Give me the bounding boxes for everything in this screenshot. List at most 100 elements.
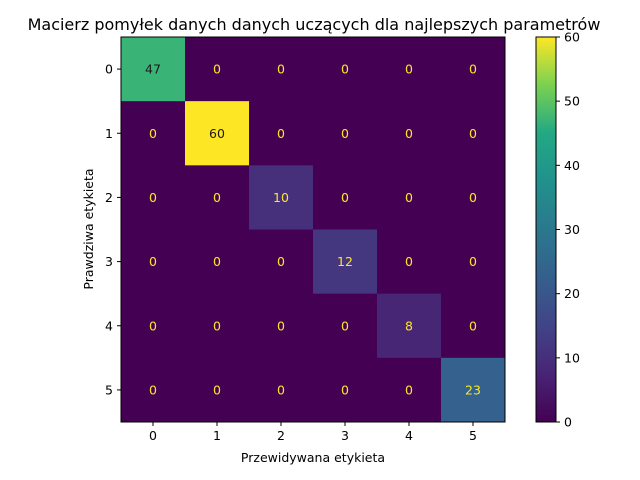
colorbar-tick-label: 0 bbox=[564, 415, 572, 430]
cell-value-label: 0 bbox=[277, 254, 285, 269]
matrix-cell bbox=[121, 101, 186, 166]
matrix-cell bbox=[313, 101, 378, 166]
cell-value-label: 0 bbox=[277, 62, 285, 77]
cell-value-label: 8 bbox=[405, 318, 413, 333]
cell-value-label: 0 bbox=[277, 318, 285, 333]
y-axis-label: Prawdziwa etykieta bbox=[81, 168, 96, 289]
cell-value-label: 23 bbox=[465, 382, 481, 397]
matrix-cell bbox=[441, 101, 506, 166]
matrix-cell bbox=[121, 293, 186, 359]
matrix-cell bbox=[249, 229, 314, 295]
cell-value-label: 0 bbox=[149, 318, 157, 333]
colorbar bbox=[535, 36, 557, 423]
cell-value-label: 0 bbox=[469, 254, 477, 269]
cell-value-label: 0 bbox=[341, 190, 349, 205]
cell-value-label: 0 bbox=[149, 190, 157, 205]
chart-title: Macierz pomyłek danych danych uczących d… bbox=[28, 15, 601, 34]
matrix-cell bbox=[185, 165, 250, 230]
matrix-cell bbox=[249, 101, 314, 166]
y-tick-label: 5 bbox=[105, 382, 113, 397]
matrix-cell bbox=[121, 37, 186, 102]
matrix-cell bbox=[121, 165, 186, 230]
colorbar-tick-label: 20 bbox=[564, 286, 580, 301]
matrix-cell bbox=[441, 165, 506, 230]
y-axis-ticks: 0 1 2 3 4 5 bbox=[105, 62, 121, 397]
cell-value-label: 0 bbox=[213, 318, 221, 333]
matrix-cell bbox=[441, 357, 506, 423]
cell-value-label: 0 bbox=[469, 190, 477, 205]
cell-value-label: 47 bbox=[145, 62, 161, 77]
cell-value-label: 0 bbox=[149, 382, 157, 397]
x-axis-label: Przewidywana etykieta bbox=[241, 450, 385, 465]
matrix-cell bbox=[249, 37, 314, 102]
x-tick-label: 5 bbox=[469, 428, 477, 443]
matrix-cell bbox=[377, 229, 442, 295]
matrix-cell bbox=[441, 293, 506, 359]
cell-value-label: 0 bbox=[277, 382, 285, 397]
matrix-cell bbox=[441, 229, 506, 295]
cell-value-label: 0 bbox=[341, 318, 349, 333]
cell-value-label: 60 bbox=[209, 126, 225, 141]
colorbar-tick-label: 60 bbox=[564, 30, 580, 45]
x-tick-label: 0 bbox=[149, 428, 157, 443]
matrix-cell bbox=[185, 293, 250, 359]
matrix-cell bbox=[313, 293, 378, 359]
cell-value-label: 0 bbox=[469, 126, 477, 141]
cell-value-label: 0 bbox=[405, 62, 413, 77]
matrix-cell bbox=[121, 357, 186, 423]
matrix-cell bbox=[185, 37, 250, 102]
x-tick-label: 1 bbox=[213, 428, 221, 443]
cell-value-label: 0 bbox=[213, 254, 221, 269]
cell-value-label: 0 bbox=[469, 62, 477, 77]
cell-value-label: 0 bbox=[213, 62, 221, 77]
cell-value-label: 0 bbox=[213, 190, 221, 205]
cell-value-label: 12 bbox=[337, 254, 353, 269]
y-tick-label: 4 bbox=[105, 318, 113, 333]
matrix-cell bbox=[249, 293, 314, 359]
matrix-cell bbox=[313, 37, 378, 102]
colorbar-tick-label: 50 bbox=[564, 94, 580, 109]
y-tick-label: 3 bbox=[105, 254, 113, 269]
cell-value-label: 10 bbox=[273, 190, 289, 205]
x-tick-label: 3 bbox=[341, 428, 349, 443]
colorbar-tick-label: 40 bbox=[564, 158, 580, 173]
cell-value-label: 0 bbox=[213, 382, 221, 397]
x-tick-label: 2 bbox=[277, 428, 285, 443]
cell-value-label: 0 bbox=[405, 190, 413, 205]
matrix-cell bbox=[249, 357, 314, 423]
cell-value-label: 0 bbox=[405, 382, 413, 397]
matrix-cell bbox=[377, 37, 442, 102]
matrix-cell bbox=[249, 165, 314, 230]
matrix-cell bbox=[377, 101, 442, 166]
matrix-cell bbox=[377, 165, 442, 230]
matrix-cell bbox=[313, 165, 378, 230]
cell-value-label: 0 bbox=[149, 254, 157, 269]
cell-value-label: 0 bbox=[341, 62, 349, 77]
matrix-cells: 47 0 0 0 0 0 0 60 0 0 0 0 0 0 10 0 0 0 0 0 0 12 0 0 0 0 0 0 8 0 0 0 0 0 0 2… bbox=[121, 37, 506, 423]
cell-value-label: 0 bbox=[469, 318, 477, 333]
matrix-cell bbox=[185, 101, 250, 166]
cell-value-label: 0 bbox=[341, 126, 349, 141]
matrix-cell bbox=[185, 229, 250, 295]
cell-value-label: 0 bbox=[405, 126, 413, 141]
x-axis-ticks: 0 1 2 3 4 5 bbox=[149, 422, 477, 443]
matrix-cell bbox=[377, 357, 442, 423]
matrix-cell bbox=[185, 357, 250, 423]
matrix-cell bbox=[377, 293, 442, 359]
matrix-cell bbox=[313, 357, 378, 423]
y-tick-label: 0 bbox=[105, 62, 113, 77]
plot-frame bbox=[120, 36, 506, 423]
y-tick-label: 1 bbox=[105, 126, 113, 141]
x-tick-label: 4 bbox=[405, 428, 413, 443]
matrix-cell bbox=[313, 229, 378, 295]
colorbar-ticks: 0 10 20 30 40 50 60 bbox=[556, 30, 580, 430]
colorbar-tick-label: 10 bbox=[564, 350, 580, 365]
cell-value-label: 0 bbox=[149, 126, 157, 141]
cell-value-label: 0 bbox=[405, 254, 413, 269]
colorbar-tick-label: 30 bbox=[564, 222, 580, 237]
cell-value-label: 0 bbox=[341, 382, 349, 397]
matrix-cell bbox=[121, 229, 186, 295]
y-tick-label: 2 bbox=[105, 190, 113, 205]
matrix-cell bbox=[441, 37, 506, 102]
